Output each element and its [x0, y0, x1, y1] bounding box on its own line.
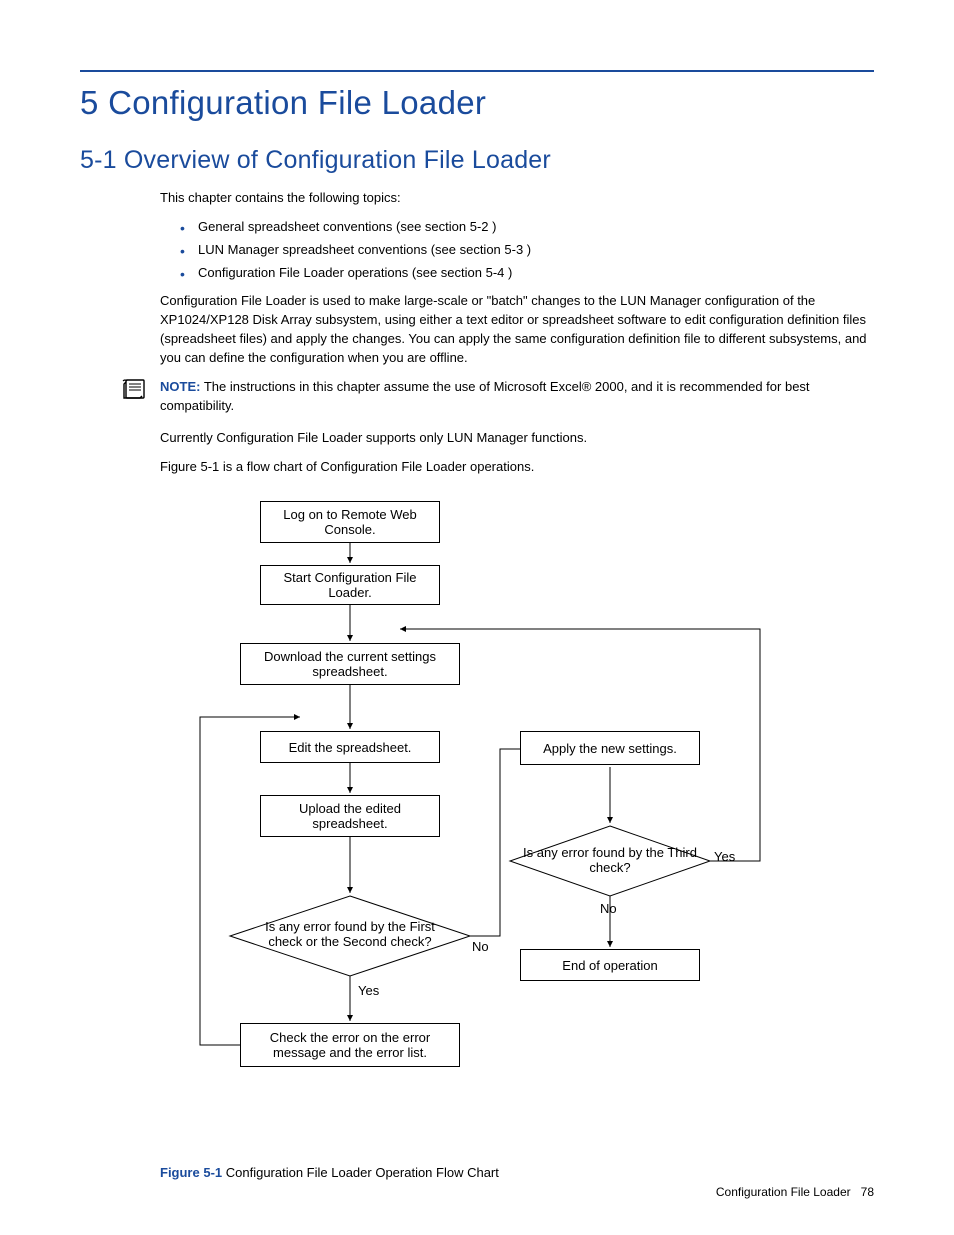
footer-text: Configuration File Loader: [716, 1185, 851, 1199]
flowchart-node: Apply the new settings.: [520, 731, 700, 765]
topic-list: General spreadsheet conventions (see sec…: [160, 218, 874, 283]
note-block: NOTE: The instructions in this chapter a…: [80, 378, 874, 416]
figure-caption: Figure 5-1 Configuration File Loader Ope…: [160, 1165, 874, 1180]
content-block-2: Currently Configuration File Loader supp…: [160, 429, 874, 477]
flowchart: Log on to Remote Web Console. Start Conf…: [180, 501, 780, 1141]
flowchart-edge-label: No: [472, 939, 489, 954]
list-item: LUN Manager spreadsheet conventions (see…: [198, 241, 874, 260]
flowchart-edge-label: Yes: [358, 983, 379, 998]
list-item: Configuration File Loader operations (se…: [198, 264, 874, 283]
flowchart-edge-label: No: [600, 901, 617, 916]
flowchart-decision-text: Is any error found by the First check or…: [250, 919, 450, 949]
paragraph: Currently Configuration File Loader supp…: [160, 429, 874, 448]
intro-text: This chapter contains the following topi…: [160, 189, 874, 208]
flowchart-node: End of operation: [520, 949, 700, 981]
paragraph: Figure 5-1 is a flow chart of Configurat…: [160, 458, 874, 477]
paragraph: Configuration File Loader is used to mak…: [160, 292, 874, 367]
flowchart-decision-text: Is any error found by the Third check?: [510, 845, 710, 875]
section-title: 5-1 Overview of Configuration File Loade…: [80, 146, 874, 175]
chapter-title: 5 Configuration File Loader: [80, 84, 874, 122]
document-page: 5 Configuration File Loader 5-1 Overview…: [0, 0, 954, 1235]
top-rule: [80, 70, 874, 72]
flowchart-node: Log on to Remote Web Console.: [260, 501, 440, 543]
flowchart-node: Start Configuration File Loader.: [260, 565, 440, 605]
flowchart-node: Upload the edited spreadsheet.: [260, 795, 440, 837]
flowchart-node: Edit the spreadsheet.: [260, 731, 440, 763]
figure-caption-text: Configuration File Loader Operation Flow…: [222, 1165, 499, 1180]
flowchart-node: Check the error on the error message and…: [240, 1023, 460, 1067]
note-label: NOTE:: [160, 379, 200, 394]
note-icon-cell: [80, 378, 160, 400]
page-footer: Configuration File Loader 78: [716, 1185, 874, 1199]
note-body: The instructions in this chapter assume …: [160, 379, 810, 413]
flowchart-edge-label: Yes: [714, 849, 735, 864]
figure-label: Figure 5-1: [160, 1165, 222, 1180]
note-icon: [122, 378, 148, 400]
content-block: This chapter contains the following topi…: [160, 189, 874, 368]
note-text: NOTE: The instructions in this chapter a…: [160, 378, 874, 416]
list-item: General spreadsheet conventions (see sec…: [198, 218, 874, 237]
flowchart-node: Download the current settings spreadshee…: [240, 643, 460, 685]
footer-page-number: 78: [861, 1185, 874, 1199]
